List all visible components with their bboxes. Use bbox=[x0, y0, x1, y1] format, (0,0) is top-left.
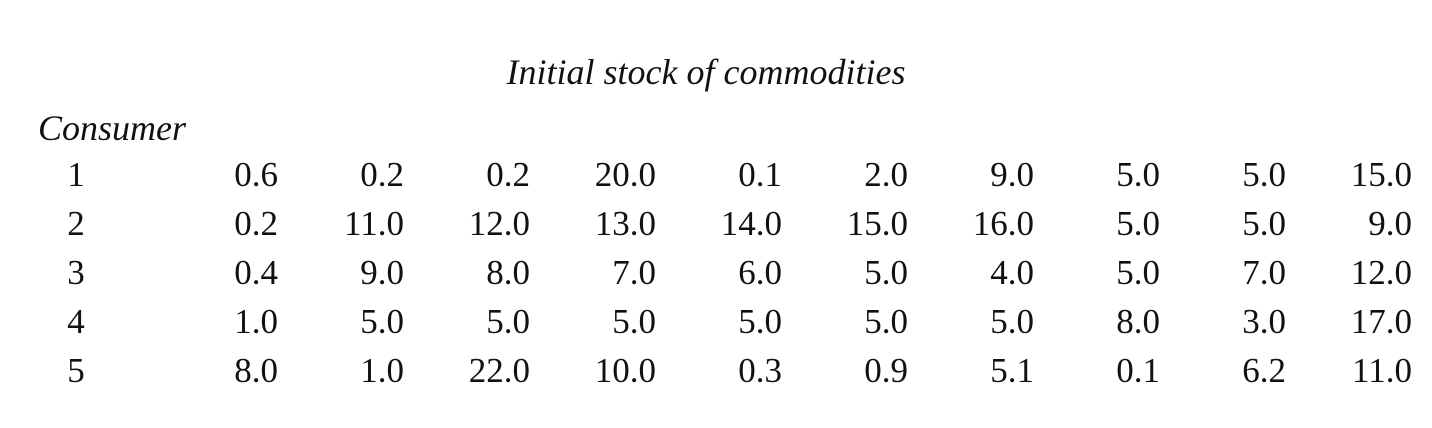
table-cell: 6.2 bbox=[1242, 351, 1286, 390]
table-cell: 11.0 bbox=[344, 204, 404, 243]
table-cell: 5.0 bbox=[1242, 155, 1286, 194]
table-cell: 3.0 bbox=[1242, 302, 1286, 341]
table-cell: 5.0 bbox=[990, 302, 1034, 341]
table-cell: 2.0 bbox=[864, 155, 908, 194]
table-row: 3 0.4 9.0 8.0 7.0 6.0 5.0 4.0 5.0 7.0 12… bbox=[0, 248, 1412, 297]
table-row: 4 1.0 5.0 5.0 5.0 5.0 5.0 5.0 8.0 3.0 17… bbox=[0, 297, 1412, 346]
table-cell: 8.0 bbox=[234, 351, 278, 390]
row-header-label: Consumer bbox=[38, 108, 187, 148]
table-cell: 5.0 bbox=[864, 253, 908, 292]
table-cell: 5.0 bbox=[1116, 204, 1160, 243]
table-cell: 0.1 bbox=[1116, 351, 1160, 390]
table-cell: 1.0 bbox=[234, 302, 278, 341]
table-cell: 8.0 bbox=[1116, 302, 1160, 341]
table-cell: 11.0 bbox=[1352, 351, 1412, 390]
stock-table: 1 0.6 0.2 0.2 20.0 0.1 2.0 9.0 5.0 5.0 1… bbox=[0, 150, 1412, 395]
table-cell: 5.0 bbox=[864, 302, 908, 341]
table-cell: 9.0 bbox=[1368, 204, 1412, 243]
table-cell: 5.0 bbox=[1242, 204, 1286, 243]
table-cell: 8.0 bbox=[486, 253, 530, 292]
table-cell: 20.0 bbox=[594, 155, 656, 194]
table-cell: 0.3 bbox=[738, 351, 782, 390]
consumer-id: 1 bbox=[67, 155, 85, 194]
table-row: 1 0.6 0.2 0.2 20.0 0.1 2.0 9.0 5.0 5.0 1… bbox=[0, 150, 1412, 199]
table-cell: 12.0 bbox=[468, 204, 530, 243]
table-cell: 9.0 bbox=[990, 155, 1034, 194]
table-cell: 5.0 bbox=[1116, 155, 1160, 194]
table-cell: 16.0 bbox=[972, 204, 1034, 243]
table-cell: 17.0 bbox=[1350, 302, 1412, 341]
table-cell: 13.0 bbox=[594, 204, 656, 243]
table-cell: 5.0 bbox=[1116, 253, 1160, 292]
table-cell: 0.1 bbox=[738, 155, 782, 194]
table-cell: 12.0 bbox=[1350, 253, 1412, 292]
table-row: 2 0.2 11.0 12.0 13.0 14.0 15.0 16.0 5.0 … bbox=[0, 199, 1412, 248]
table-cell: 5.0 bbox=[612, 302, 656, 341]
table-cell: 0.2 bbox=[486, 155, 530, 194]
consumer-id: 2 bbox=[67, 204, 85, 243]
table-cell: 1.0 bbox=[360, 351, 404, 390]
table-cell: 22.0 bbox=[468, 351, 530, 390]
table-cell: 0.4 bbox=[234, 253, 278, 292]
table-row: 5 8.0 1.0 22.0 10.0 0.3 0.9 5.1 0.1 6.2 … bbox=[0, 346, 1412, 395]
consumer-id: 5 bbox=[67, 351, 85, 390]
table-cell: 7.0 bbox=[1242, 253, 1286, 292]
table-cell: 4.0 bbox=[990, 253, 1034, 292]
table-cell: 14.0 bbox=[720, 204, 782, 243]
table-cell: 5.1 bbox=[990, 351, 1034, 390]
table-cell: 6.0 bbox=[738, 253, 782, 292]
table-cell: 5.0 bbox=[486, 302, 530, 341]
table-cell: 15.0 bbox=[846, 204, 908, 243]
table-cell: 7.0 bbox=[612, 253, 656, 292]
consumer-id: 3 bbox=[67, 253, 85, 292]
table-cell: 5.0 bbox=[738, 302, 782, 341]
table-cell: 15.0 bbox=[1350, 155, 1412, 194]
table-cell: 0.2 bbox=[234, 204, 278, 243]
table-cell: 10.0 bbox=[594, 351, 656, 390]
table-cell: 5.0 bbox=[360, 302, 404, 341]
consumer-id: 4 bbox=[67, 302, 85, 341]
table-cell: 0.2 bbox=[360, 155, 404, 194]
table-cell: 9.0 bbox=[360, 253, 404, 292]
table-cell: 0.9 bbox=[864, 351, 908, 390]
table-title: Initial stock of commodities bbox=[506, 52, 906, 92]
table-cell: 0.6 bbox=[234, 155, 278, 194]
